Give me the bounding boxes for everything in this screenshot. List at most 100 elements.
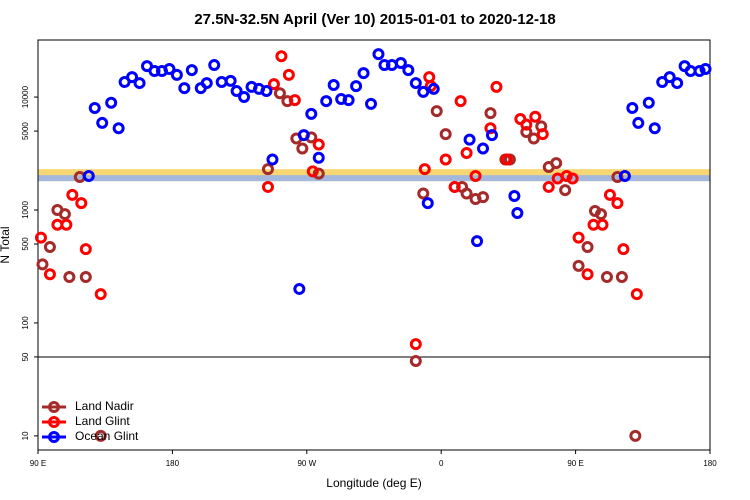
point — [600, 271, 613, 284]
y-tick-label: 1000 — [21, 201, 30, 219]
point — [170, 68, 183, 81]
point — [261, 180, 274, 193]
y-tick-label: 500 — [21, 237, 30, 251]
x-axis-label: Longitude (deg E) — [326, 476, 421, 490]
point — [632, 116, 645, 129]
point — [559, 184, 572, 197]
point — [350, 80, 363, 93]
point — [454, 95, 467, 108]
point — [471, 235, 484, 248]
point — [60, 218, 73, 231]
point — [439, 128, 452, 141]
point — [430, 105, 443, 118]
point — [594, 208, 607, 221]
point — [618, 169, 631, 182]
point — [615, 271, 628, 284]
point — [536, 128, 549, 141]
point — [699, 63, 712, 76]
point — [282, 68, 295, 81]
point — [560, 169, 573, 182]
legend-label: Ocean Glint — [75, 429, 139, 443]
point — [79, 271, 92, 284]
point — [79, 243, 92, 256]
point — [66, 188, 79, 201]
point — [75, 197, 88, 210]
point — [105, 96, 118, 109]
point — [320, 95, 333, 108]
point — [36, 258, 49, 271]
point — [581, 241, 594, 254]
point — [409, 338, 422, 351]
point — [550, 157, 563, 170]
point — [477, 191, 490, 204]
point — [63, 271, 76, 284]
point — [261, 163, 274, 176]
point — [305, 107, 318, 120]
point — [82, 169, 95, 182]
legend-marker — [48, 416, 60, 428]
point — [133, 77, 146, 90]
point — [490, 80, 503, 93]
y-axis-label: N Total — [0, 226, 12, 263]
point — [43, 241, 56, 254]
point — [648, 122, 661, 135]
point — [409, 355, 422, 368]
chart-title: 27.5N-32.5N April (Ver 10) 2015-01-01 to… — [194, 11, 555, 28]
point — [148, 65, 161, 78]
point — [469, 169, 482, 182]
x-tick-label: 90 E — [567, 459, 583, 468]
point — [365, 97, 378, 110]
point — [611, 197, 624, 210]
point — [485, 129, 498, 142]
point — [439, 153, 452, 166]
point — [312, 138, 325, 151]
point — [342, 94, 355, 107]
legend-label: Land Glint — [75, 414, 130, 428]
point — [224, 74, 237, 87]
point — [460, 146, 473, 159]
point — [427, 82, 440, 95]
point — [296, 142, 309, 155]
point — [409, 77, 422, 90]
x-tick-label: 90 W — [297, 459, 316, 468]
point — [96, 116, 109, 129]
y-tick-label: 10 — [21, 431, 30, 440]
point — [572, 231, 585, 244]
point — [418, 163, 431, 176]
point — [372, 48, 385, 61]
plot-frame — [37, 39, 711, 451]
point — [642, 96, 655, 109]
x-tick-label: 180 — [166, 459, 180, 468]
point — [629, 429, 642, 442]
point — [421, 197, 434, 210]
x-tick-label: 0 — [439, 459, 444, 468]
point — [163, 63, 176, 76]
point — [603, 188, 616, 201]
x-tick-label: 180 — [703, 459, 717, 468]
point — [511, 207, 524, 220]
point — [273, 87, 286, 100]
point — [484, 107, 497, 120]
x-tick-label: 90 E — [30, 459, 46, 468]
point — [288, 94, 301, 107]
point — [542, 180, 555, 193]
legend-label: Land Nadir — [75, 399, 134, 413]
point — [463, 133, 476, 146]
point — [581, 268, 594, 281]
point — [394, 57, 407, 70]
point — [448, 180, 461, 193]
point — [275, 50, 288, 63]
y-tick-label: 100 — [21, 316, 30, 330]
point — [566, 172, 579, 185]
point — [260, 85, 273, 98]
point — [208, 59, 221, 72]
y-tick-label: 5000 — [21, 122, 30, 140]
point — [617, 243, 630, 256]
point — [500, 153, 513, 166]
point — [94, 429, 107, 442]
point — [520, 126, 533, 139]
point — [460, 187, 473, 200]
point — [88, 101, 101, 114]
point — [312, 151, 325, 164]
